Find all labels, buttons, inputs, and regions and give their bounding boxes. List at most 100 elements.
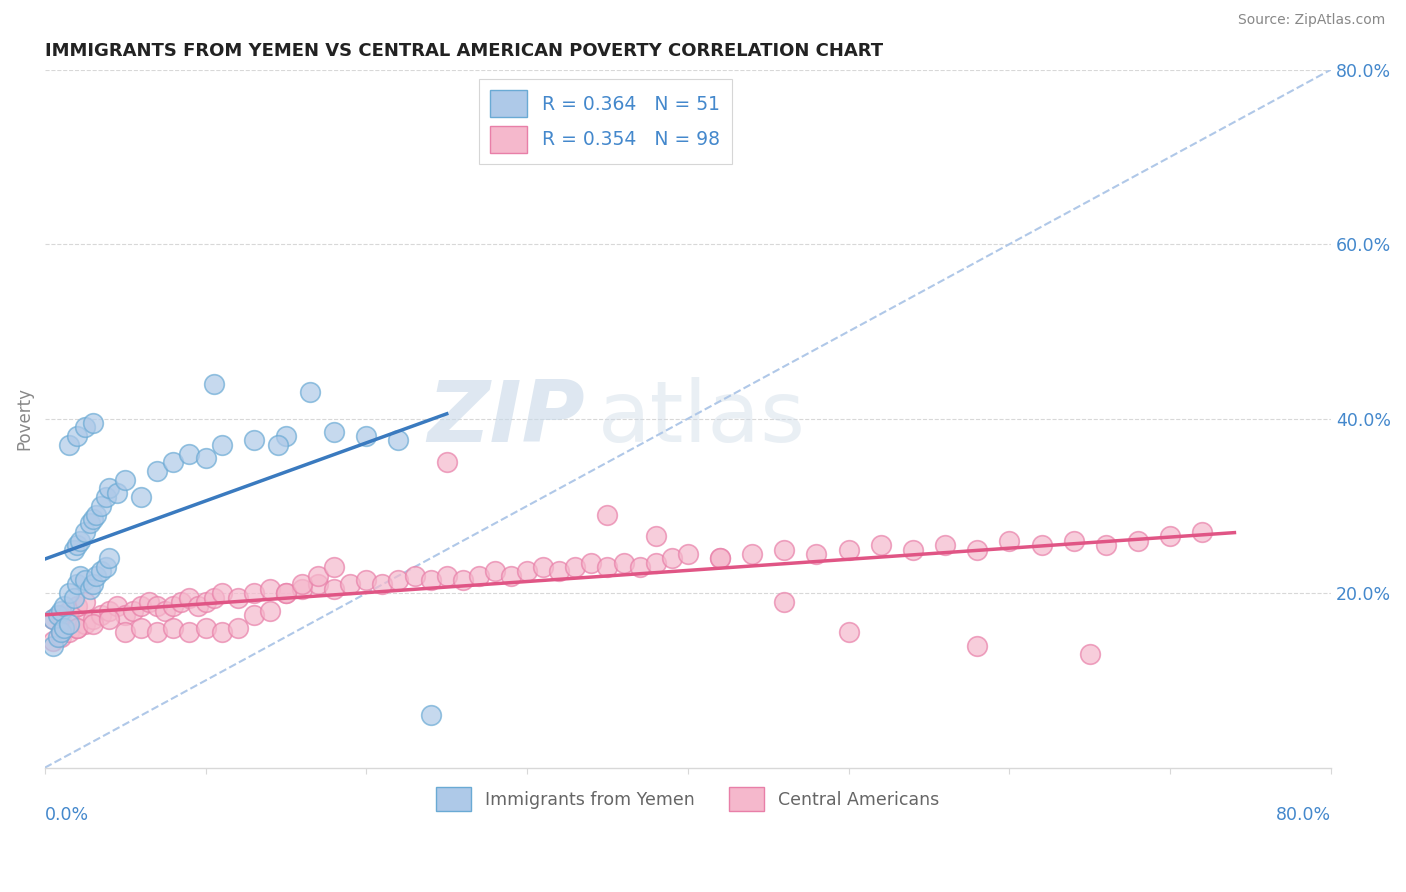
Point — [274, 429, 297, 443]
Point — [773, 542, 796, 557]
Point — [90, 565, 112, 579]
Text: 0.0%: 0.0% — [45, 806, 89, 824]
Point — [82, 616, 104, 631]
Point — [146, 625, 169, 640]
Point — [90, 607, 112, 622]
Point — [66, 621, 89, 635]
Point — [548, 565, 571, 579]
Point — [1126, 533, 1149, 548]
Point — [194, 595, 217, 609]
Point — [73, 420, 96, 434]
Point — [644, 556, 666, 570]
Point — [194, 450, 217, 465]
Point — [90, 499, 112, 513]
Point — [259, 604, 281, 618]
Point — [94, 490, 117, 504]
Point — [49, 625, 72, 640]
Point — [66, 429, 89, 443]
Point — [73, 616, 96, 631]
Point — [499, 568, 522, 582]
Point — [162, 455, 184, 469]
Point — [66, 577, 89, 591]
Point — [934, 538, 956, 552]
Point — [531, 560, 554, 574]
Point — [82, 416, 104, 430]
Point — [82, 577, 104, 591]
Point — [42, 639, 65, 653]
Point — [162, 599, 184, 614]
Y-axis label: Poverty: Poverty — [15, 387, 32, 450]
Point — [1191, 525, 1213, 540]
Point — [291, 582, 314, 596]
Point — [299, 385, 322, 400]
Point — [98, 604, 121, 618]
Point — [596, 508, 619, 522]
Point — [82, 512, 104, 526]
Point — [82, 612, 104, 626]
Point — [66, 538, 89, 552]
Point — [162, 621, 184, 635]
Point — [98, 612, 121, 626]
Point — [211, 625, 233, 640]
Point — [105, 486, 128, 500]
Point — [356, 573, 378, 587]
Point — [226, 591, 249, 605]
Point — [42, 634, 65, 648]
Point — [73, 595, 96, 609]
Point — [484, 565, 506, 579]
Point — [211, 438, 233, 452]
Point — [53, 599, 76, 614]
Point — [709, 551, 731, 566]
Point — [1095, 538, 1118, 552]
Point — [179, 591, 201, 605]
Point — [259, 582, 281, 596]
Point — [94, 560, 117, 574]
Point — [243, 607, 266, 622]
Point — [66, 621, 89, 635]
Point — [129, 490, 152, 504]
Point — [307, 577, 329, 591]
Point — [291, 577, 314, 591]
Text: 80.0%: 80.0% — [1275, 806, 1331, 824]
Point — [62, 542, 84, 557]
Point — [838, 625, 860, 640]
Point — [194, 621, 217, 635]
Point — [387, 573, 409, 587]
Point — [564, 560, 586, 574]
Point — [49, 625, 72, 640]
Point — [323, 582, 346, 596]
Point — [419, 573, 441, 587]
Point — [709, 551, 731, 566]
Point — [773, 595, 796, 609]
Point — [69, 568, 91, 582]
Point — [516, 565, 538, 579]
Point — [371, 577, 394, 591]
Point — [966, 542, 988, 557]
Point — [114, 473, 136, 487]
Point — [419, 708, 441, 723]
Point — [356, 429, 378, 443]
Point — [1063, 533, 1085, 548]
Point — [73, 525, 96, 540]
Point — [869, 538, 891, 552]
Point — [69, 533, 91, 548]
Point — [1159, 529, 1181, 543]
Point — [49, 630, 72, 644]
Point — [202, 591, 225, 605]
Point — [202, 376, 225, 391]
Point — [114, 625, 136, 640]
Point — [84, 508, 107, 522]
Point — [838, 542, 860, 557]
Point — [243, 434, 266, 448]
Point — [1031, 538, 1053, 552]
Point — [468, 568, 491, 582]
Text: IMMIGRANTS FROM YEMEN VS CENTRAL AMERICAN POVERTY CORRELATION CHART: IMMIGRANTS FROM YEMEN VS CENTRAL AMERICA… — [45, 42, 883, 60]
Point — [806, 547, 828, 561]
Point — [387, 434, 409, 448]
Point — [146, 599, 169, 614]
Point — [243, 586, 266, 600]
Point — [628, 560, 651, 574]
Point — [966, 639, 988, 653]
Point — [129, 621, 152, 635]
Text: Source: ZipAtlas.com: Source: ZipAtlas.com — [1237, 13, 1385, 28]
